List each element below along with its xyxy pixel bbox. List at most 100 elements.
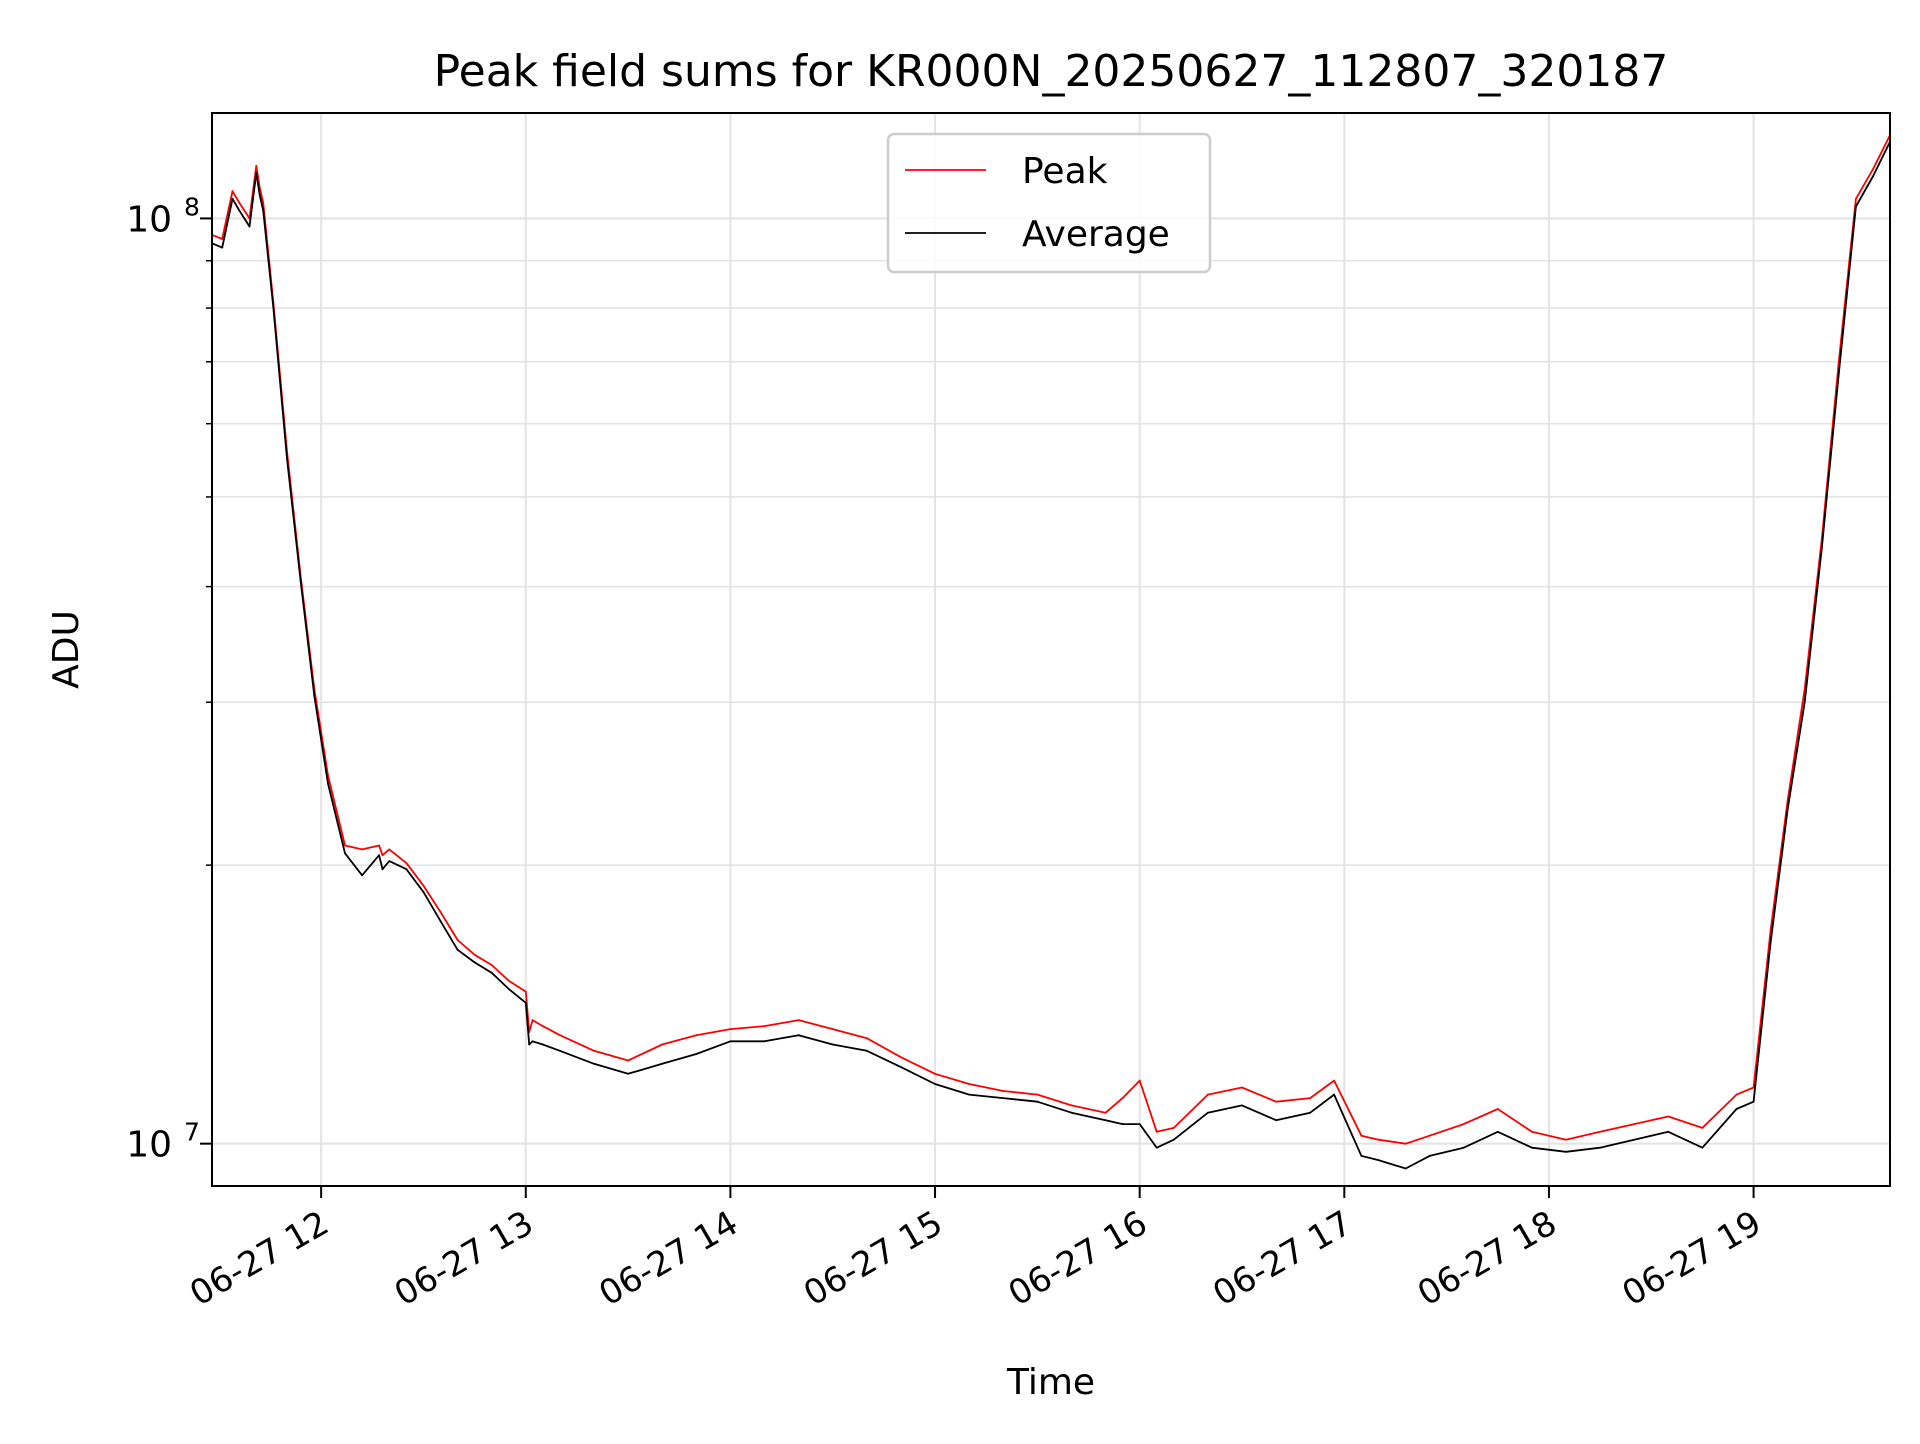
series-point-average <box>378 854 380 857</box>
series-point-peak <box>1735 1093 1738 1096</box>
series-point-peak <box>968 1083 970 1085</box>
series-point-average <box>381 868 384 871</box>
series-point-average <box>299 580 302 583</box>
series-point-average <box>456 948 459 951</box>
series-point-average <box>405 868 408 871</box>
series-point-average <box>1837 372 1840 375</box>
series-point-average <box>593 1062 595 1065</box>
series-point-peak <box>1172 1127 1175 1129</box>
series-point-average <box>524 1001 527 1004</box>
series-point-average <box>361 874 363 877</box>
series-point-peak <box>221 238 224 240</box>
series-point-peak <box>1377 1138 1380 1141</box>
series-point-peak <box>238 201 241 204</box>
series-point-peak <box>439 911 442 913</box>
chart-title: Peak field sums for KR000N_20250627_1128… <box>434 46 1669 97</box>
y-tick-label: 10 8 <box>126 192 200 240</box>
series-point-peak <box>1404 1142 1407 1145</box>
series-point-average <box>313 694 316 697</box>
series-point-peak <box>456 939 459 941</box>
x-tick-label: 06-27 19 <box>1616 1203 1768 1314</box>
series-point-average <box>661 1062 664 1065</box>
x-tick-label: 06-27 17 <box>1206 1203 1358 1314</box>
series-point-peak <box>627 1059 629 1062</box>
series-point-average <box>1241 1104 1243 1107</box>
series-point-average <box>1155 1146 1158 1149</box>
series-point-peak <box>524 990 527 993</box>
legend-label-average: Average <box>1022 214 1170 255</box>
series-point-average <box>831 1043 834 1046</box>
series-point-peak <box>381 854 384 857</box>
series-point-peak <box>831 1028 834 1030</box>
x-tick-label: 06-27 16 <box>1002 1203 1154 1314</box>
series-layer <box>211 134 1891 1170</box>
series-point-average <box>221 246 224 249</box>
series-point-peak <box>900 1056 902 1059</box>
series-point-average <box>1820 547 1823 550</box>
series-point-peak <box>1633 1123 1636 1125</box>
series-point-peak <box>1462 1123 1465 1125</box>
series-point-peak <box>388 848 391 851</box>
series-point-average <box>1138 1123 1141 1125</box>
series-point-average <box>934 1083 936 1085</box>
series-point-peak <box>1667 1115 1670 1118</box>
series-point-peak <box>1565 1138 1567 1141</box>
series-point-average <box>1786 808 1789 810</box>
series-point-average <box>627 1072 629 1075</box>
series-point-average <box>1404 1167 1407 1170</box>
series-point-peak <box>405 862 408 864</box>
y-axis-label: ADU <box>46 610 87 689</box>
series-point-average <box>1752 1100 1755 1103</box>
series-point-average <box>1633 1138 1636 1141</box>
plot-frame <box>211 112 1891 1187</box>
series-point-peak <box>344 844 346 847</box>
series-point-average <box>286 457 288 460</box>
series-point-average <box>695 1053 698 1055</box>
series-point-peak <box>1701 1127 1704 1129</box>
series-point-average <box>797 1034 800 1037</box>
series-point-average <box>238 209 241 212</box>
series-point-average <box>255 172 258 174</box>
series-point-average <box>968 1093 970 1096</box>
x-tick-label: 06-27 12 <box>183 1203 335 1314</box>
series-point-average <box>1462 1146 1465 1149</box>
legend-label-peak: Peak <box>1022 151 1108 192</box>
series-point-peak <box>262 201 265 204</box>
x-tick-label: 06-27 13 <box>388 1203 540 1314</box>
legend: Peak Average <box>886 132 1212 274</box>
series-point-average <box>231 197 234 200</box>
series-point-average <box>344 852 346 855</box>
series-point-average <box>531 1040 534 1043</box>
y-tick-label: 10 7 <box>126 1118 200 1166</box>
series-point-average <box>1701 1146 1704 1149</box>
series-point-average <box>1872 175 1874 178</box>
series-point-peak <box>797 1019 800 1021</box>
series-point-peak <box>1309 1097 1312 1099</box>
series-line-average <box>211 141 1891 1170</box>
series-point-peak <box>1155 1130 1158 1133</box>
series-point-peak <box>1531 1130 1533 1133</box>
grid-layer <box>212 113 1890 1186</box>
series-point-average <box>1036 1100 1039 1103</box>
series-point-peak <box>541 1025 544 1027</box>
series-point-average <box>1735 1108 1738 1110</box>
series-point-peak <box>729 1028 732 1030</box>
series-point-peak <box>1241 1086 1243 1089</box>
x-tick-label: 06-27 18 <box>1411 1203 1563 1314</box>
series-point-peak <box>593 1049 595 1052</box>
series-point-average <box>1309 1111 1312 1114</box>
series-point-peak <box>1036 1093 1039 1096</box>
series-point-peak <box>1070 1104 1073 1107</box>
series-point-average <box>1207 1111 1209 1114</box>
series-point-peak <box>1333 1079 1335 1082</box>
series-point-average <box>1769 941 1772 944</box>
series-point-peak <box>1496 1108 1499 1110</box>
series-point-average <box>528 1043 531 1046</box>
series-point-average <box>388 860 391 862</box>
series-point-average <box>490 971 493 974</box>
x-tick-label: 06-27 14 <box>593 1203 745 1314</box>
series-point-average <box>1070 1111 1073 1114</box>
series-point-average <box>1667 1130 1670 1133</box>
series-point-average <box>422 891 425 893</box>
